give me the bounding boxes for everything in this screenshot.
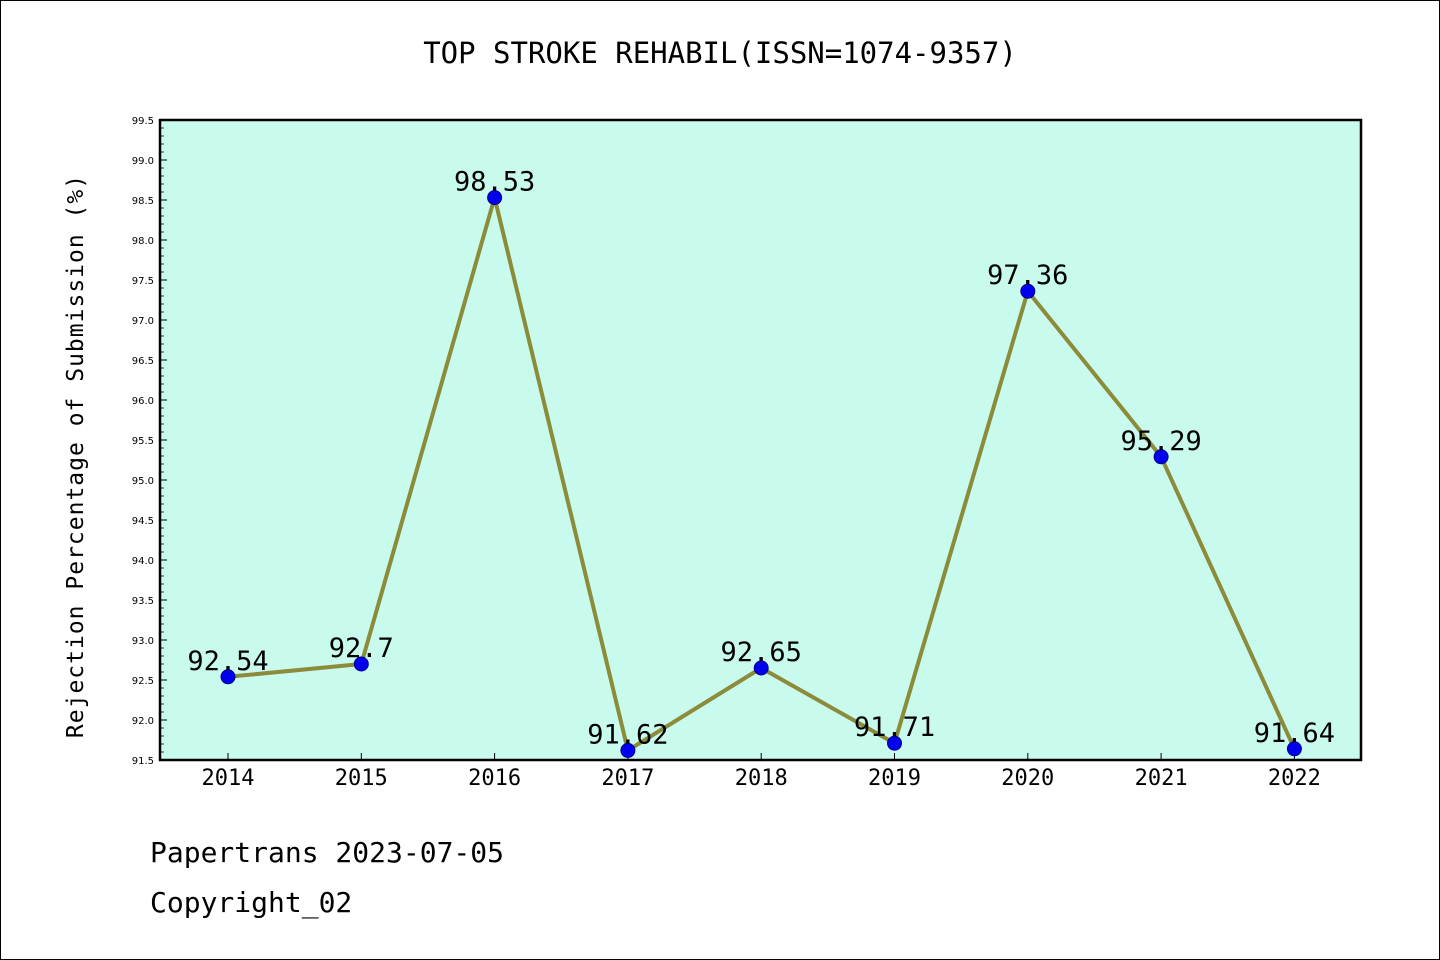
data-point (620, 742, 636, 758)
y-tick-label: 98.0 (132, 236, 154, 247)
data-label: 92.65 (721, 637, 802, 668)
y-tick-label: 93.5 (132, 596, 154, 607)
data-point (887, 735, 902, 751)
data-label: 91.64 (1254, 718, 1335, 749)
chart-title: TOP STROKE REHABIL(ISSN=1074-9357) (423, 36, 1017, 70)
y-tick-label: 99.5 (132, 116, 154, 127)
x-tick-label: 2019 (868, 766, 921, 791)
x-tick-label: 2022 (1268, 766, 1321, 791)
data-label: 92.7 (329, 633, 394, 664)
x-tick-label: 2021 (1135, 766, 1188, 791)
data-point (1286, 741, 1302, 757)
data-label: 91.62 (587, 719, 668, 750)
data-label: 95.29 (1120, 426, 1201, 457)
y-tick-label: 95.0 (132, 476, 154, 487)
x-tick-label: 2014 (202, 766, 255, 791)
y-tick-label: 92.0 (132, 716, 154, 727)
y-tick-label: 99.0 (132, 156, 154, 167)
y-tick-label: 94.0 (132, 556, 154, 567)
y-tick-label: 94.5 (132, 516, 154, 527)
data-point (220, 669, 236, 685)
data-point (1020, 283, 1036, 299)
data-point (753, 660, 769, 676)
y-tick-label: 91.5 (132, 756, 154, 767)
y-tick-label: 92.5 (132, 676, 154, 687)
footer-credit: Papertrans 2023-07-05 (150, 836, 505, 869)
footer-copyright: Copyright_02 (150, 886, 353, 919)
y-tick-label: 97.5 (132, 276, 154, 287)
x-tick-label: 2017 (601, 766, 654, 791)
x-tick-label: 2020 (1001, 766, 1054, 791)
data-point (353, 656, 369, 672)
x-tick-label: 2018 (735, 766, 788, 791)
y-tick-label: 98.5 (132, 196, 154, 207)
data-point (487, 190, 503, 206)
data-label: 92.54 (187, 646, 268, 677)
y-tick-label: 97.0 (132, 316, 154, 327)
y-tick-label: 96.5 (132, 356, 154, 367)
plot-area (160, 120, 1361, 760)
data-label: 97.36 (987, 260, 1068, 291)
y-tick-label: 93.0 (132, 636, 154, 647)
data-point (1153, 449, 1169, 465)
y-tick-label: 95.5 (132, 436, 154, 447)
data-label: 98.53 (454, 167, 535, 198)
x-tick-label: 2015 (335, 766, 388, 791)
y-tick-label: 96.0 (132, 396, 154, 407)
plot-border (158, 118, 1363, 762)
x-tick-label: 2016 (468, 766, 521, 791)
data-label: 91.71 (854, 712, 935, 743)
